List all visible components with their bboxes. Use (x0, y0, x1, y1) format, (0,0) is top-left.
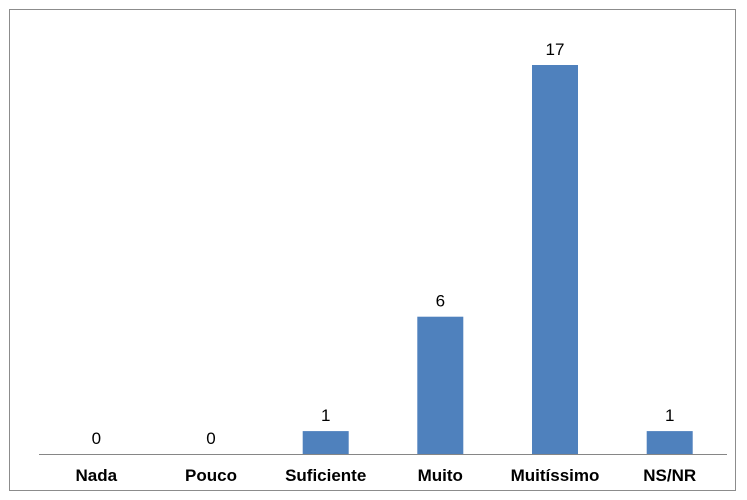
bars-group (302, 65, 693, 454)
bar-suficiente (302, 431, 349, 454)
category-tick-label: Muitíssimo (511, 466, 600, 485)
bar-ns-nr (646, 431, 693, 454)
data-label: 1 (665, 406, 674, 425)
bar-muit-ssimo (532, 65, 578, 454)
category-labels-group: Nada Pouco Suficiente Muito Muitíssimo NS/NR (76, 466, 697, 485)
data-label: 6 (436, 292, 445, 311)
data-label: 1 (321, 406, 330, 425)
category-tick-label: Nada (76, 466, 118, 485)
data-label: 17 (546, 40, 565, 59)
data-label: 0 (206, 429, 215, 448)
category-tick-label: NS/NR (643, 466, 696, 485)
bar-muito (417, 316, 464, 454)
chart-frame (9, 9, 736, 491)
category-tick-label: Pouco (185, 466, 237, 485)
category-tick-label: Suficiente (285, 466, 366, 485)
data-label: 0 (92, 429, 101, 448)
data-labels-group: 0 0 1 6 17 1 (92, 40, 675, 448)
category-tick-label: Muito (418, 466, 463, 485)
